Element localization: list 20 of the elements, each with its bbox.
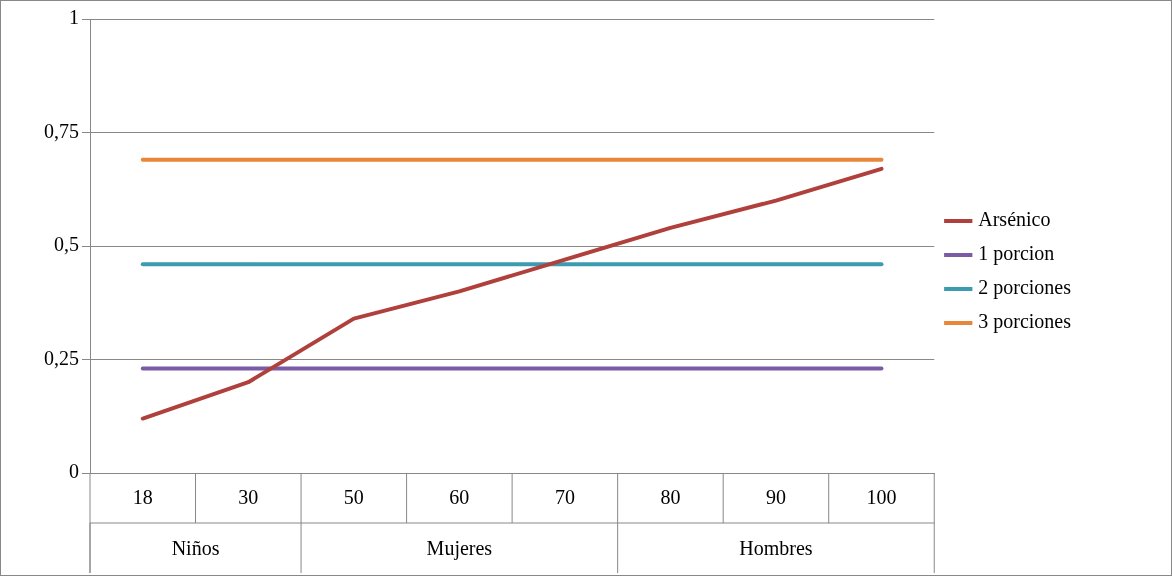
x-tick-label: 30 [238,486,259,509]
y-tick-label: 0 [69,460,79,483]
legend-label: 1 porcion [978,242,1055,266]
legend-label: 3 porciones [978,310,1072,334]
x-tick-label: 100 [866,486,897,509]
x-tick-label: 70 [554,486,575,509]
text: Mujeres [426,537,493,561]
y-tick-label: 0,25 [44,346,79,369]
x-tick-label: 18 [132,486,153,509]
text: Hombres [739,537,813,560]
legend-label: 2 porciones [978,276,1072,300]
y-tick-label: 0,75 [44,119,79,142]
legend-label: Arsénico [978,208,1051,231]
x-tick-label: 60 [449,486,470,509]
x-tick-label: 90 [765,486,786,509]
y-tick-label: 0,5 [54,233,79,256]
x-tick-label: 80 [660,486,681,509]
text: Niños [171,537,220,560]
y-tick-label: 1 [69,6,79,29]
x-tick-label: 50 [343,486,364,509]
